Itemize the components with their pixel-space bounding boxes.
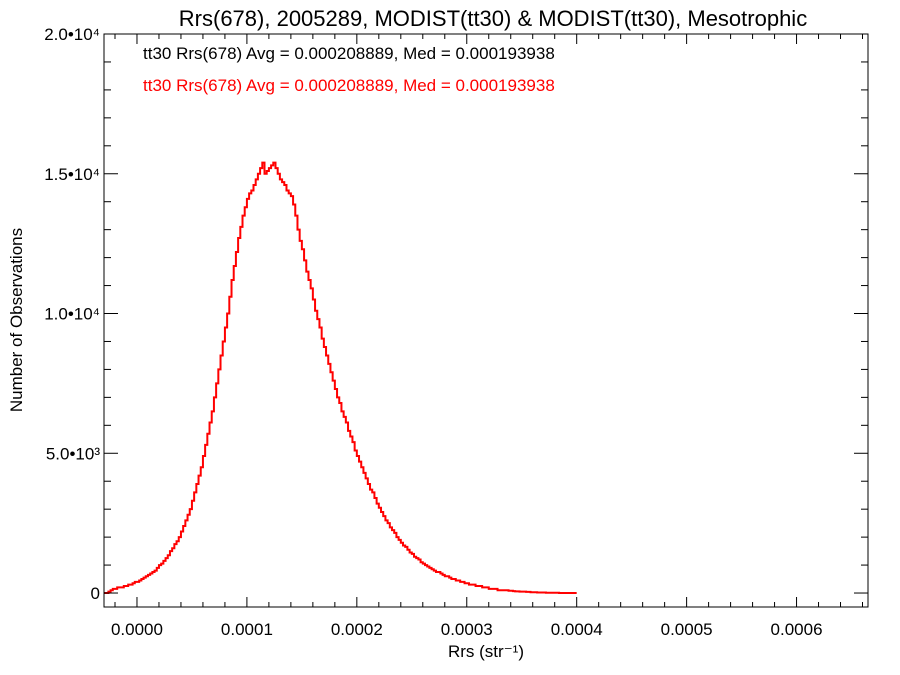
y-tick-label: 5.0•10³ (46, 444, 100, 463)
x-tick-label: 0.0001 (221, 620, 273, 639)
x-axis: 0.0000 0.0001 0.0002 0.0003 0.0004 0.0005 0.00… (111, 34, 864, 639)
plot-frame (103, 33, 869, 608)
plot-area (104, 161, 577, 595)
x-tick-label: 0.0006 (771, 620, 823, 639)
x-tick-label: 0.0000 (111, 620, 163, 639)
x-tick-label: 0.0002 (331, 620, 383, 639)
legend-entry-1: tt30 Rrs(678) Avg = 0.000208889, Med = 0… (143, 44, 555, 63)
chart-title: Rrs(678), 2005289, MODIST(tt30) & MODIST… (179, 6, 807, 31)
x-axis-label: Rrs (str⁻¹) (448, 642, 524, 661)
x-tick-label: 0.0003 (441, 620, 493, 639)
y-tick-label: 1.5•10⁴ (44, 165, 100, 184)
y-tick-label: 2.0•10⁴ (44, 25, 100, 44)
y-axis: 0 5.0•10³ 1.0•10⁴ 1.5•10⁴ 2.0•10⁴ (44, 25, 868, 603)
y-axis-label: Number of Observations (7, 228, 26, 412)
x-tick-label: 0.0005 (661, 620, 713, 639)
y-tick-label: 1.0•10⁴ (44, 305, 100, 324)
histogram-series (104, 161, 577, 595)
y-tick-label: 0 (91, 584, 100, 603)
legend-entry-2: tt30 Rrs(678) Avg = 0.000208889, Med = 0… (143, 76, 555, 95)
x-tick-label: 0.0004 (551, 620, 603, 639)
